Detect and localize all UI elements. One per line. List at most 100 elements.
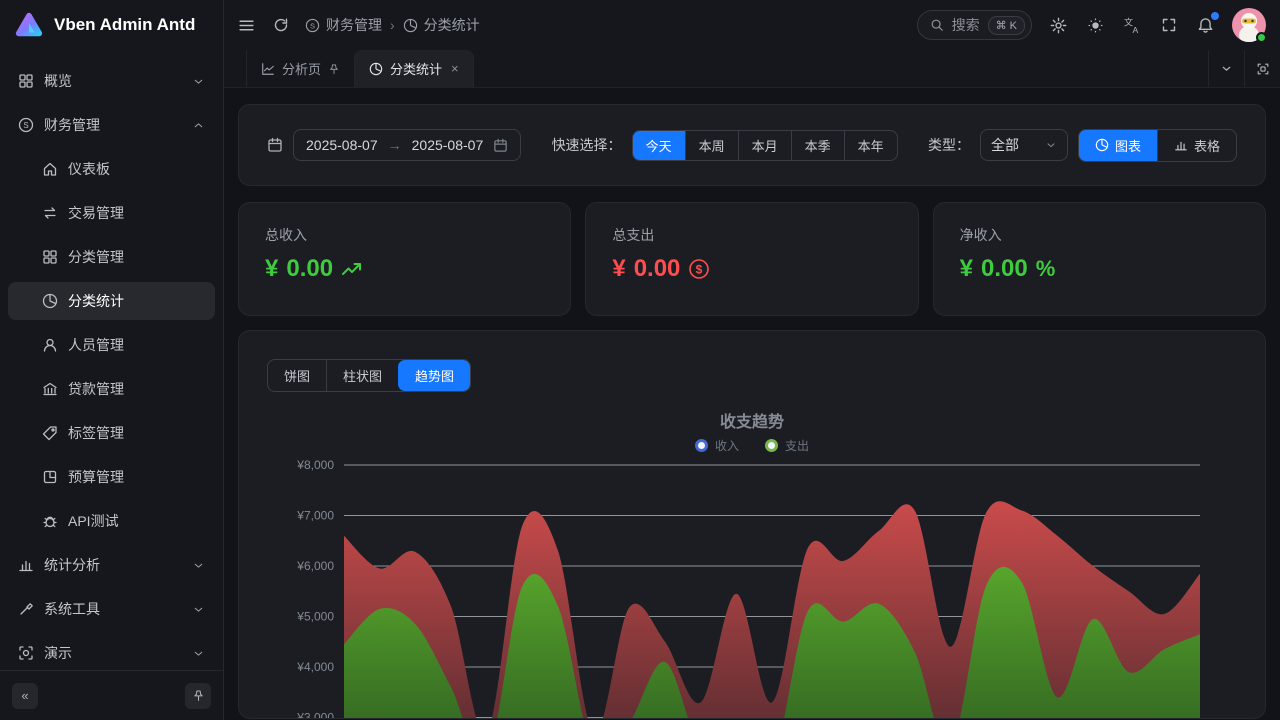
maximize-icon <box>1256 62 1270 76</box>
income-area-path <box>344 567 1200 718</box>
chart-type-switch: 饼图 柱状图 趋势图 <box>267 359 472 392</box>
sidebar-item-label: 贷款管理 <box>68 381 124 397</box>
sidebar-item-finance[interactable]: S 财务管理 <box>8 106 215 144</box>
sidebar-item-label: 预算管理 <box>68 469 124 485</box>
breadcrumb: S 财务管理 › 分类统计 <box>305 15 480 35</box>
quick-week-button[interactable]: 本周 <box>684 130 738 160</box>
header: S 财务管理 › 分类统计 搜索 ⌘ K <box>224 0 1280 50</box>
legend-item-income[interactable]: 收入 <box>694 437 739 454</box>
view-chart-button[interactable]: 图表 <box>1078 129 1157 161</box>
notifications-button[interactable] <box>1195 11 1219 36</box>
sidebar-menu: 概览 S 财务管理仪表板交易管理分类管理分类统计人员管理贷款管理标签管理预算管理 AP… <box>0 50 223 670</box>
sidebar-collapse-button[interactable]: « <box>12 682 38 709</box>
tab-menu-button[interactable] <box>1208 50 1244 87</box>
theme-toggle-button[interactable] <box>1085 15 1106 36</box>
type-view-group: 类型： 全部 图表 <box>928 128 1237 162</box>
search-placeholder: 搜索 <box>951 17 980 33</box>
date-range-group: 2025-08-07 → 2025-08-07 <box>267 129 522 161</box>
pie-icon <box>42 293 58 309</box>
legend-item-expense[interactable]: 支出 <box>765 437 809 454</box>
breadcrumb-separator: › <box>390 17 395 33</box>
chevron-down-icon <box>192 603 205 616</box>
bug-icon <box>42 513 58 529</box>
settings-button[interactable] <box>1048 15 1069 36</box>
search-shortcut-badge: ⌘ K <box>987 15 1025 35</box>
sidebar-item-statistics[interactable]: 统计分析 <box>8 546 215 584</box>
sidebar: Vben Admin Antd 概览 S 财务管理仪表板交易管理分类管理分类统计人员… <box>0 0 224 720</box>
menu-toggle-button[interactable] <box>236 15 257 36</box>
sidebar-item-system-tools[interactable]: 系统工具 <box>8 590 215 628</box>
sidebar-item-categories[interactable]: 分类管理 <box>8 238 215 276</box>
sidebar-item-loans[interactable]: 贷款管理 <box>8 370 215 408</box>
chart-type-trend-button[interactable]: 趋势图 <box>398 360 471 391</box>
bell-icon <box>1197 17 1214 34</box>
sidebar-item-demo[interactable]: 演示 <box>8 634 215 670</box>
y-axis-label: ¥7,000 <box>296 509 334 523</box>
sidebar-item-label: API测试 <box>68 513 119 529</box>
quick-month-button[interactable]: 本月 <box>737 130 791 160</box>
tab-analysis[interactable]: 分析页 <box>246 50 354 87</box>
date-start-value[interactable]: 2025-08-07 <box>306 137 378 153</box>
date-end-value[interactable]: 2025-08-07 <box>411 137 484 153</box>
chart-type-pie-button[interactable]: 饼图 <box>268 360 326 391</box>
sidebar-item-label: 系统工具 <box>44 601 100 617</box>
sidebar-item-overview[interactable]: 概览 <box>8 62 215 100</box>
date-range-input[interactable]: 2025-08-07 → 2025-08-07 <box>293 129 522 161</box>
quick-select-label: 快速选择： <box>551 137 622 153</box>
chevron-down-icon <box>192 75 205 88</box>
sidebar-pin-button[interactable] <box>185 682 211 709</box>
fullscreen-button[interactable] <box>1159 15 1179 35</box>
calendar-icon <box>267 137 283 153</box>
expense-legend-dot <box>765 439 778 452</box>
maximize-content-button[interactable] <box>1244 50 1280 87</box>
view-table-button[interactable]: 表格 <box>1156 129 1236 161</box>
user-icon <box>42 337 58 353</box>
refresh-button[interactable] <box>271 15 291 35</box>
main-column: S 财务管理 › 分类统计 搜索 ⌘ K <box>224 0 1280 720</box>
range-arrow-icon: → <box>387 137 402 153</box>
bank-icon <box>42 381 58 397</box>
pie-chart-icon <box>403 18 418 33</box>
stat-value: ¥0.00 $ <box>612 255 891 283</box>
svg-text:S: S <box>23 121 28 130</box>
stat-label: 总支出 <box>612 227 655 243</box>
stat-label: 总收入 <box>265 227 307 243</box>
pin-icon[interactable] <box>328 63 340 75</box>
sidebar-item-transactions[interactable]: 交易管理 <box>8 194 215 232</box>
breadcrumb-item-finance[interactable]: S 财务管理 <box>305 15 382 35</box>
hamburger-icon <box>238 17 255 34</box>
sidebar-footer: « <box>0 670 223 720</box>
sidebar-item-api-test[interactable]: API测试 <box>8 502 215 540</box>
quick-quarter-button[interactable]: 本季 <box>790 130 844 160</box>
stat-card-total-income: 总收入 ¥0.00 <box>238 202 572 316</box>
settings-icon <box>1050 17 1067 34</box>
filter-bar: 2025-08-07 → 2025-08-07 快速选择： 今天 本周 本月 <box>238 104 1266 186</box>
type-select[interactable]: 全部 <box>979 129 1068 161</box>
quick-today-button[interactable]: 今天 <box>632 130 685 160</box>
pie-chart-icon <box>1095 138 1109 152</box>
sidebar-item-label: 概览 <box>44 73 72 89</box>
sidebar-item-category-stats[interactable]: 分类统计 <box>8 282 215 320</box>
income-legend-dot <box>694 439 708 452</box>
tab-category-stats[interactable]: 分类统计 × <box>354 50 474 87</box>
svg-text:$: $ <box>696 263 703 277</box>
sidebar-item-personnel[interactable]: 人员管理 <box>8 326 215 364</box>
refresh-icon <box>273 17 289 33</box>
sidebar-item-dashboard[interactable]: 仪表板 <box>8 150 215 188</box>
trending-up-icon <box>341 258 363 280</box>
logo[interactable]: Vben Admin Antd <box>0 0 223 50</box>
bar-chart-icon <box>18 557 34 573</box>
tabbar-actions <box>1208 50 1280 87</box>
close-icon[interactable]: × <box>451 61 459 76</box>
sidebar-item-budget[interactable]: 预算管理 <box>8 458 215 496</box>
avatar[interactable] <box>1232 8 1267 43</box>
breadcrumb-item-category-stats[interactable]: 分类统计 <box>403 15 480 35</box>
search-input[interactable]: 搜索 ⌘ K <box>916 10 1032 40</box>
tool-icon <box>18 601 34 617</box>
chart-type-bar-button[interactable]: 柱状图 <box>326 360 398 391</box>
sidebar-item-tags[interactable]: 标签管理 <box>8 414 215 452</box>
quick-year-button[interactable]: 本年 <box>843 130 897 160</box>
